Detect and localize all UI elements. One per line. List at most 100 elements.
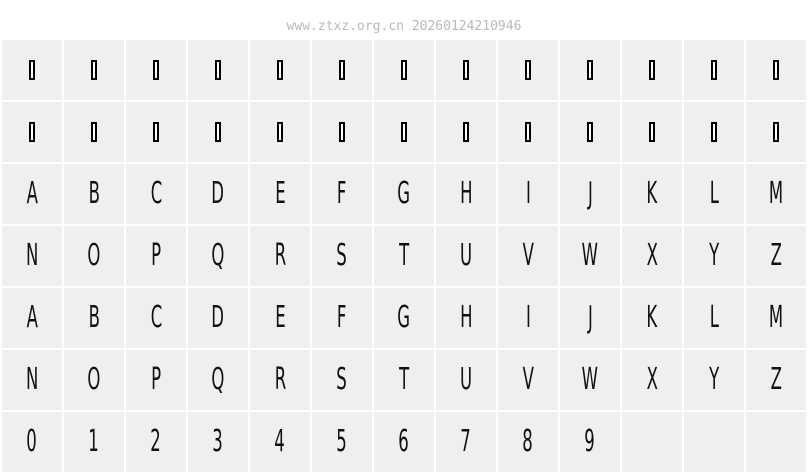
- glyph-char: A: [26, 176, 38, 211]
- glyph-cell: U: [436, 226, 496, 286]
- missing-glyph-box-icon: [339, 60, 345, 80]
- glyph-cell: L: [684, 288, 744, 348]
- glyph-char: V: [522, 238, 534, 273]
- missing-glyph-box-icon: [587, 60, 593, 80]
- glyph-cell: C: [126, 288, 186, 348]
- glyph-char: V: [522, 362, 534, 397]
- glyph-cell: [436, 102, 496, 162]
- missing-glyph-box-icon: [91, 60, 97, 80]
- glyph-cell: A: [2, 164, 62, 224]
- glyph-char: 2: [150, 424, 162, 459]
- glyph-cell: Q: [188, 226, 248, 286]
- glyph-char: J: [587, 300, 593, 335]
- glyph-char: J: [587, 176, 593, 211]
- glyph-cell: J: [560, 164, 620, 224]
- missing-glyph-box-icon: [649, 122, 655, 142]
- glyph-cell: N: [2, 350, 62, 410]
- glyph-cell: W: [560, 226, 620, 286]
- glyph-char: A: [26, 300, 38, 335]
- missing-glyph-box-icon: [277, 60, 283, 80]
- glyph-cell: D: [188, 164, 248, 224]
- glyph-cell: Q: [188, 350, 248, 410]
- glyph-cell: 5: [312, 412, 372, 472]
- glyph-cell: N: [2, 226, 62, 286]
- glyph-cell: E: [250, 288, 310, 348]
- glyph-char: I: [525, 176, 531, 211]
- glyph-cell: A: [2, 288, 62, 348]
- missing-glyph-box-icon: [649, 60, 655, 80]
- glyph-cell: E: [250, 164, 310, 224]
- glyph-cell: B: [64, 164, 124, 224]
- missing-glyph-box-icon: [773, 122, 779, 142]
- glyph-char: O: [87, 238, 101, 273]
- glyph-char: O: [87, 362, 101, 397]
- glyph-char: T: [398, 238, 410, 273]
- glyph-cell: B: [64, 288, 124, 348]
- glyph-char: N: [25, 238, 39, 273]
- glyph-cell: X: [622, 350, 682, 410]
- glyph-char: 8: [522, 424, 534, 459]
- glyph-char: Z: [770, 362, 782, 397]
- glyph-cell: U: [436, 350, 496, 410]
- glyph-char: P: [151, 362, 161, 397]
- glyph-cell: [2, 102, 62, 162]
- glyph-char: F: [337, 176, 347, 211]
- glyph-char: S: [336, 238, 348, 273]
- glyph-char: S: [336, 362, 348, 397]
- missing-glyph-box-icon: [525, 122, 531, 142]
- glyph-cell: D: [188, 288, 248, 348]
- glyph-char: G: [397, 176, 411, 211]
- glyph-cell: L: [684, 164, 744, 224]
- glyph-char: Y: [708, 362, 720, 397]
- glyph-char: U: [459, 238, 473, 273]
- missing-glyph-box-icon: [401, 122, 407, 142]
- glyph-cell: 6: [374, 412, 434, 472]
- glyph-cell: [746, 102, 806, 162]
- glyph-cell: [498, 40, 558, 100]
- glyph-char: M: [768, 176, 784, 211]
- glyph-cell: [622, 40, 682, 100]
- glyph-char: 6: [398, 424, 410, 459]
- missing-glyph-box-icon: [587, 122, 593, 142]
- glyph-cell: [374, 102, 434, 162]
- glyph-cell: X: [622, 226, 682, 286]
- missing-glyph-box-icon: [339, 122, 345, 142]
- glyph-cell: P: [126, 226, 186, 286]
- glyph-cell: W: [560, 350, 620, 410]
- glyph-cell: K: [622, 164, 682, 224]
- glyph-char: C: [150, 176, 162, 211]
- glyph-char: 1: [88, 424, 100, 459]
- glyph-cell: Z: [746, 350, 806, 410]
- glyph-char: K: [646, 176, 658, 211]
- missing-glyph-box-icon: [711, 122, 717, 142]
- glyph-cell: [498, 102, 558, 162]
- glyph-cell: Y: [684, 226, 744, 286]
- glyph-cell: [436, 40, 496, 100]
- glyph-cell: G: [374, 288, 434, 348]
- glyph-char: E: [274, 300, 286, 335]
- glyph-grid: A B C D E F G H I J K L M N O P Q R S T U V W X Y Z A B C D E F G H I J K L M N…: [2, 40, 806, 472]
- glyph-char: D: [211, 300, 225, 335]
- missing-glyph-box-icon: [153, 122, 159, 142]
- glyph-char: Q: [211, 238, 225, 273]
- glyph-char: I: [525, 300, 531, 335]
- glyph-char: G: [397, 300, 411, 335]
- glyph-cell: 4: [250, 412, 310, 472]
- glyph-cell: [312, 102, 372, 162]
- glyph-cell: [2, 40, 62, 100]
- glyph-cell: M: [746, 164, 806, 224]
- glyph-cell: T: [374, 350, 434, 410]
- glyph-char: X: [646, 238, 658, 273]
- glyph-cell: Y: [684, 350, 744, 410]
- glyph-char: U: [459, 362, 473, 397]
- glyph-cell: [746, 40, 806, 100]
- glyph-char: R: [274, 238, 286, 273]
- glyph-char: Y: [708, 238, 720, 273]
- glyph-char: B: [88, 176, 100, 211]
- glyph-cell: O: [64, 226, 124, 286]
- glyph-cell: [684, 412, 744, 472]
- glyph-char: C: [150, 300, 162, 335]
- glyph-cell: 7: [436, 412, 496, 472]
- glyph-char: T: [398, 362, 410, 397]
- glyph-cell: 3: [188, 412, 248, 472]
